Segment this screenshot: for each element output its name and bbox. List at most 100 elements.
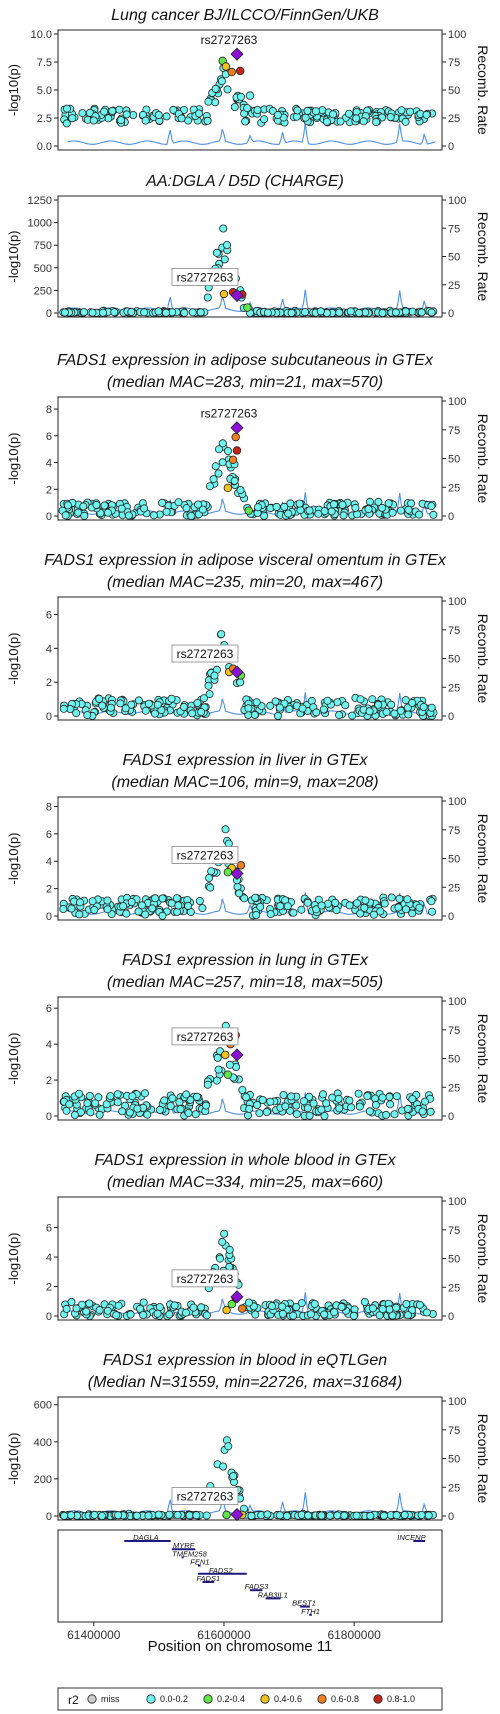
snp-point [76,898,85,907]
y-tick-label: 600 [34,1400,52,1412]
panel-6: FADS1 expression in lung in GTEx (median … [6,952,491,1123]
snp-point [212,248,221,257]
snp-point [247,1511,256,1520]
snp-point [161,308,170,317]
snp-point [320,1310,329,1319]
snp-point [372,118,381,127]
snp-point [253,106,262,115]
snp-point [191,1110,200,1119]
y-axis-label: -log10(p) [6,632,21,684]
snp-point [225,1060,234,1069]
snp-point [359,117,368,126]
lead-snp-label: rs2727263 [201,33,258,47]
snp-point [106,703,115,712]
snp-point [305,1111,314,1120]
gene-label: RAB3IL1 [258,1590,288,1599]
snp-point [207,867,216,876]
snp-point [335,711,344,720]
snp-point [403,1104,412,1113]
snp-point [203,293,212,302]
snp-point [289,908,298,917]
y-axis-label: -log10(p) [6,1432,21,1484]
legend-item-label: 0.0-0.2 [160,1694,188,1704]
snp-point [67,1298,76,1307]
snp-point [217,630,226,639]
snp-point [375,1311,384,1320]
snp-point [209,475,218,484]
snp-point [236,678,245,687]
snp-point [223,446,232,455]
snp-point [284,509,293,518]
gene-label: TMEM258 [172,1549,207,1558]
snp-point [403,895,412,904]
y2-tick-label: 100 [448,1196,466,1208]
snp-point-ld [245,91,255,100]
y-axis-label: -log10(p) [6,432,21,484]
snp-point [292,1101,301,1110]
snp-point [327,507,336,516]
gene-label: FEN1 [190,1558,209,1567]
snp-point [195,897,204,906]
snp-point [352,899,361,908]
snp-point [92,500,101,509]
snp-point [347,1103,356,1112]
snp-point [60,1511,69,1520]
snp-point-ld [223,1070,233,1079]
snp-point [280,502,289,511]
snp-point [344,109,353,118]
snp-point [251,893,260,902]
panel-title: FADS1 expression in lung in GTEx [122,952,369,969]
x-axis: 61400000 61600000 61800000 [67,1622,381,1642]
snp-point [75,910,84,919]
legend-item-label: 0.8-1.0 [387,1694,415,1704]
snp-point [317,901,326,910]
snp-point [85,1299,94,1308]
snp-point [67,904,76,913]
y2-tick-label: 100 [448,396,466,408]
snp-point [59,704,68,713]
snp-point [141,116,150,125]
snp-point [91,1099,100,1108]
gene-label: FADS1 [197,1574,221,1583]
panel-title: FADS1 expression in liver in GTEx [122,752,368,769]
panel-3: FADS1 expression in adipose subcutaneous… [6,352,491,523]
snp-point-ld [219,289,229,299]
snp-point [429,510,438,519]
y-tick-label: 8 [46,404,52,416]
snp-point [182,1090,191,1099]
snp-point [281,1102,290,1111]
snp-point [368,1304,377,1313]
snp-point [262,1108,271,1117]
snp-point [199,694,208,703]
y-tick-label: 0 [46,308,52,320]
snp-point [253,1101,262,1110]
snp-point [188,709,197,718]
snp-point [336,117,345,126]
snp-point [364,505,373,514]
y2-tick-label: 75 [448,1225,460,1237]
snp-point [272,502,281,511]
snp-point [61,511,70,520]
snp-point [79,502,88,511]
snp-point [289,1311,298,1320]
snp-point [314,509,323,518]
snp-point [127,307,136,316]
snp-point [202,1311,211,1320]
lead-snp-label-box [171,1269,239,1288]
snp-point-ld [222,1510,231,1520]
snp-point [221,825,230,834]
snp-point-ld [243,303,252,312]
gene-label: MYRF [173,1541,195,1550]
snp-point [379,1511,388,1520]
snp-point [301,113,310,122]
snp-point [63,501,72,510]
snp-point [235,889,244,898]
legend-swatch [203,1694,213,1704]
snp-point [106,1092,115,1101]
snp-point [129,111,138,120]
snp-point [401,307,410,316]
snp-point [426,1107,435,1116]
legend-item-label: miss [101,1694,120,1704]
snp-point [167,899,176,908]
snp-point [273,711,282,720]
